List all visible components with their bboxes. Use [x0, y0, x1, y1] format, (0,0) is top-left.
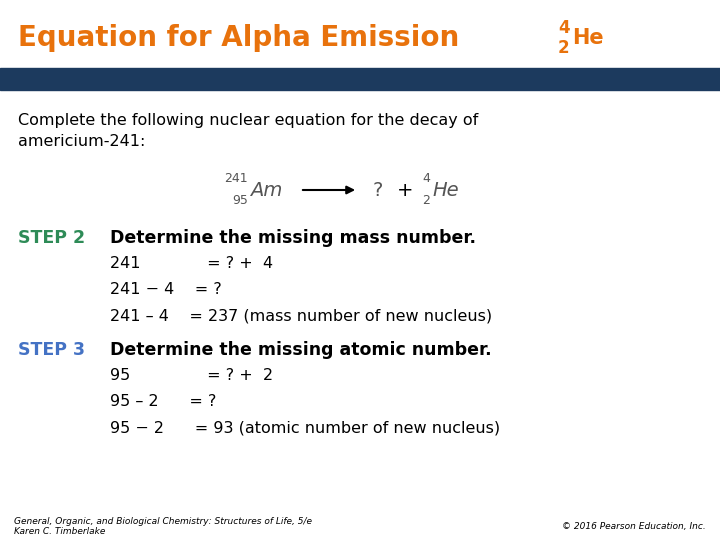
Text: © 2016 Pearson Education, Inc.: © 2016 Pearson Education, Inc.: [562, 523, 706, 531]
Text: 2: 2: [558, 39, 570, 57]
Text: 2: 2: [422, 194, 430, 207]
Text: STEP 2: STEP 2: [18, 229, 85, 247]
Text: Determine the missing mass number.: Determine the missing mass number.: [110, 229, 476, 247]
Text: +: +: [397, 180, 413, 199]
Text: 95               = ? +  2: 95 = ? + 2: [110, 368, 273, 383]
Text: 95: 95: [232, 194, 248, 207]
Text: ?: ?: [373, 180, 383, 199]
Text: 241 – 4    = 237 (mass number of new nucleus): 241 – 4 = 237 (mass number of new nucleu…: [110, 308, 492, 323]
Text: Determine the missing atomic number.: Determine the missing atomic number.: [110, 341, 492, 359]
Text: 4: 4: [558, 19, 570, 37]
Text: STEP 3: STEP 3: [18, 341, 85, 359]
Text: 95 – 2      = ?: 95 – 2 = ?: [110, 395, 217, 409]
Text: 241: 241: [225, 172, 248, 186]
Text: 95 − 2      = 93 (atomic number of new nucleus): 95 − 2 = 93 (atomic number of new nucleu…: [110, 421, 500, 435]
Text: He: He: [432, 180, 459, 199]
Text: Complete the following nuclear equation for the decay of: Complete the following nuclear equation …: [18, 112, 478, 127]
Text: Am: Am: [250, 180, 282, 199]
Text: 241 − 4    = ?: 241 − 4 = ?: [110, 282, 222, 298]
Text: General, Organic, and Biological Chemistry: Structures of Life, 5/e: General, Organic, and Biological Chemist…: [14, 517, 312, 526]
Text: americium-241:: americium-241:: [18, 134, 145, 150]
Bar: [0, 68, 720, 90]
Text: 241             = ? +  4: 241 = ? + 4: [110, 256, 273, 272]
Text: He: He: [572, 28, 603, 48]
Text: 4: 4: [422, 172, 430, 186]
Text: Karen C. Timberlake: Karen C. Timberlake: [14, 526, 105, 536]
Text: Equation for Alpha Emission: Equation for Alpha Emission: [18, 24, 469, 52]
